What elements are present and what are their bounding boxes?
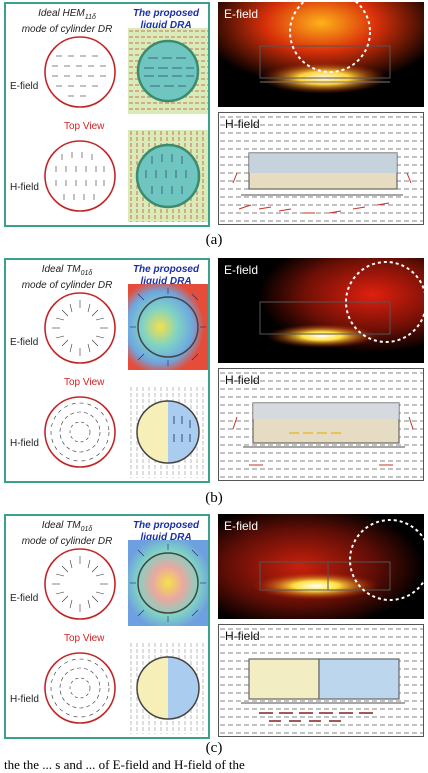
hfield-row-label: H-field bbox=[10, 694, 39, 705]
top-view-label: Top View bbox=[64, 633, 105, 644]
hfield-side-view: H-field bbox=[218, 112, 424, 225]
top-view-label: Top View bbox=[64, 121, 105, 132]
proposed-hfield-map bbox=[128, 642, 208, 734]
hfield-row-label: H-field bbox=[10, 438, 39, 449]
efield-label: E-field bbox=[224, 7, 259, 21]
ideal-mode-title: Ideal TM01δ mode of cylinder DR bbox=[21, 520, 113, 547]
caption-c: (c) bbox=[205, 740, 223, 756]
ideal-mode-title: Ideal TM01δ mode of cylinder DR bbox=[21, 264, 113, 291]
proposed-hfield-map bbox=[128, 386, 208, 478]
hfield-row-label: H-field bbox=[10, 182, 39, 193]
ideal-efield-circle bbox=[44, 292, 116, 364]
top-view-comparison-box: Ideal TM01δ mode of cylinder DR The prop… bbox=[4, 514, 210, 739]
hfield-side-view: H-field bbox=[218, 624, 424, 737]
proposed-efield-map bbox=[128, 284, 208, 370]
proposed-dra-title: The proposed liquid DRA bbox=[132, 264, 200, 287]
caption-b: (b) bbox=[205, 490, 223, 506]
efield-label: E-field bbox=[224, 263, 259, 277]
ideal-hfield-circle bbox=[44, 652, 116, 724]
hfield-side-view: H-field bbox=[218, 368, 424, 481]
proposed-efield-map bbox=[128, 28, 208, 114]
top-view-comparison-box: Ideal HEM11δ mode of cylinder DR The pro… bbox=[4, 2, 210, 227]
ideal-efield-circle bbox=[44, 36, 116, 108]
hfield-label: H-field bbox=[225, 373, 260, 387]
efield-side-view: E-field bbox=[218, 2, 424, 107]
hfield-label: H-field bbox=[225, 117, 260, 131]
efield-row-label: E-field bbox=[10, 593, 39, 604]
ideal-mode-title: Ideal HEM11δ mode of cylinder DR bbox=[21, 8, 113, 35]
proposed-efield-map bbox=[128, 540, 208, 626]
efield-label: E-field bbox=[224, 519, 259, 533]
ideal-hfield-circle bbox=[44, 396, 116, 468]
ideal-efield-circle bbox=[44, 548, 116, 620]
ideal-hfield-circle bbox=[44, 140, 116, 212]
efield-row-label: E-field bbox=[10, 337, 39, 348]
efield-side-view: E-field bbox=[218, 514, 424, 619]
proposed-hfield-map bbox=[128, 130, 208, 222]
top-view-comparison-box: Ideal TM01δ mode of cylinder DR The prop… bbox=[4, 258, 210, 483]
proposed-dra-title: The proposed liquid DRA bbox=[132, 8, 200, 31]
figure-caption-text: the the ... s and ... of E-field and H-f… bbox=[4, 757, 245, 772]
caption-a: (a) bbox=[205, 232, 223, 248]
hfield-label: H-field bbox=[225, 629, 260, 643]
efield-side-view: E-field bbox=[218, 258, 424, 363]
top-view-label: Top View bbox=[64, 377, 105, 388]
efield-row-label: E-field bbox=[10, 81, 39, 92]
proposed-dra-title: The proposed liquid DRA bbox=[132, 520, 200, 543]
